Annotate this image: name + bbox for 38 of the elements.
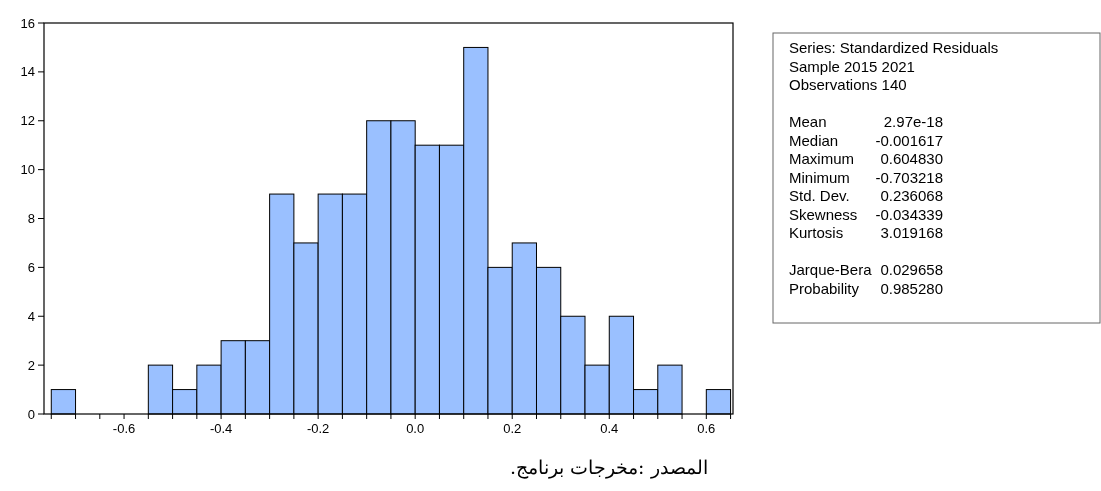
y-tick-label: 12 (20, 113, 35, 129)
y-tick-label: 16 (20, 15, 35, 31)
text: Observations 140 (789, 76, 907, 93)
y-tick-label: 4 (27, 308, 35, 324)
text: 0.236068 (880, 187, 943, 204)
category-label: Mean (789, 113, 827, 130)
text: 0.985280 (880, 279, 943, 297)
y-tick-label: 14 (20, 64, 35, 80)
category-label: Maximum (789, 150, 855, 167)
x-tick-label: 0.2 (503, 421, 522, 436)
text: المصدر :مخرجات برنامج. (510, 456, 708, 479)
text: 0.604830 (880, 150, 943, 167)
text: 0.029658 (880, 261, 943, 278)
category-label: Median (789, 131, 839, 149)
text: -0.001617 (875, 131, 943, 149)
category-label: Skewness (789, 205, 858, 223)
x-tick-label: -0.4 (209, 421, 233, 436)
text: -0.703218 (875, 168, 943, 186)
y-tick-label: 0 (27, 406, 35, 422)
category-label: Jarque-Bera (789, 261, 873, 278)
y-tick-label: 2 (27, 357, 35, 373)
y-tick-label: 6 (27, 259, 35, 275)
text: Sample 2015 2021 (789, 57, 915, 75)
y-tick-label: 10 (20, 162, 35, 178)
x-tick-label: 0.0 (406, 421, 425, 436)
category-label: Kurtosis (789, 224, 844, 241)
x-tick-label: 0.6 (697, 421, 716, 436)
category-label: Probability (789, 279, 860, 297)
category-label: Std. Dev. (789, 187, 850, 204)
x-tick-label: -0.2 (306, 421, 330, 436)
x-tick-label: -0.6 (112, 421, 136, 436)
category-label: Minimum (789, 168, 850, 186)
y-tick-label: 8 (27, 211, 35, 226)
x-tick-label: 0.4 (600, 421, 619, 436)
text: 2.97e-18 (883, 113, 943, 130)
text: -0.034339 (875, 205, 943, 223)
text: Series: Standardized Residuals (789, 39, 999, 56)
text: 3.019168 (880, 224, 943, 241)
